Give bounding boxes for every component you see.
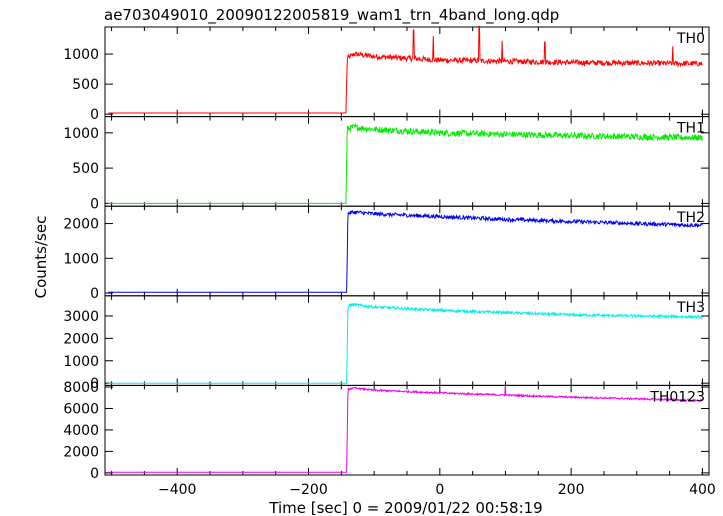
series-line-th3 — [108, 301, 703, 384]
series-line-th0123 — [108, 385, 703, 473]
x-tick-label: −200 — [289, 482, 327, 498]
chart-title: ae703049010_20090122005819_wam1_trn_4ban… — [104, 6, 559, 25]
y-tick-label: 1000 — [63, 251, 99, 267]
y-tick-label: 3000 — [63, 309, 99, 325]
y-tick-label: 500 — [72, 77, 99, 93]
panel-frame — [104, 26, 710, 118]
series-label: TH0 — [676, 31, 705, 47]
panel-frame — [104, 205, 710, 297]
y-tick-label: 0 — [90, 196, 99, 212]
y-tick-label: 0 — [90, 466, 99, 482]
y-tick-label: 2000 — [63, 444, 99, 460]
y-tick-label: 2000 — [63, 331, 99, 347]
y-tick-label: 8000 — [63, 380, 99, 396]
x-tick-label: −400 — [158, 482, 196, 498]
panel-th0: 0 500 1000 TH0 — [63, 25, 710, 123]
x-axis-label: Time [sec] 0 = 2009/01/22 00:58:19 — [268, 499, 542, 516]
panel-th3: 0 1000 2000 3000 TH3 — [63, 295, 710, 392]
y-tick-label: 0 — [90, 107, 99, 123]
y-axis-label: Counts/sec — [32, 216, 50, 299]
y-tick-label: 4000 — [63, 423, 99, 439]
x-tick-label: 200 — [558, 482, 585, 498]
series-label: TH3 — [676, 300, 705, 316]
panel-th0123: 0 2000 4000 6000 8000 TH0123 — [63, 380, 710, 482]
x-tick-label: 400 — [689, 482, 716, 498]
y-tick-label: 1000 — [63, 126, 99, 142]
panel-th1: 0 500 1000 TH1 — [63, 116, 710, 212]
x-tick-label: 0 — [435, 482, 444, 498]
y-tick-label: 0 — [90, 286, 99, 302]
series-label: TH0123 — [649, 389, 705, 405]
y-tick-label: 1000 — [63, 354, 99, 370]
y-tick-label: 0 — [90, 376, 99, 392]
series-label: TH2 — [676, 210, 705, 226]
y-tick-label: 2000 — [63, 217, 99, 233]
series-line-th1 — [108, 123, 703, 204]
series-line-th2 — [108, 209, 703, 293]
y-tick-label: 1000 — [63, 47, 99, 63]
series-line-th0 — [108, 25, 703, 114]
panel-th2: 0 1000 2000 TH2 — [63, 205, 710, 302]
y-tick-label: 6000 — [63, 401, 99, 417]
series-label: TH1 — [676, 121, 705, 137]
y-tick-label: 500 — [72, 161, 99, 177]
